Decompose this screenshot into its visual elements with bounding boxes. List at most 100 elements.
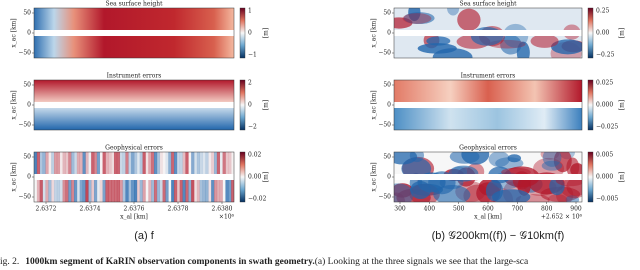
heatmap-cell (208, 177, 212, 202)
panel-title: Geophysical errors (459, 145, 517, 152)
heatmap-cell (105, 177, 109, 202)
heatmap-cell (65, 152, 69, 177)
heatmap-cell (188, 177, 192, 202)
heatmap-cell (163, 152, 166, 177)
heatmap-cell (199, 177, 203, 202)
panel-title: Instrument errors (461, 73, 516, 80)
heatmap-cell (51, 152, 55, 177)
heatmap-cell (159, 152, 163, 177)
heatmap-cell (231, 177, 234, 202)
colorbar-unit: [m] (263, 100, 270, 110)
heatmap-cell (116, 152, 121, 177)
heatmap-cell (108, 177, 112, 202)
heatmap-cell (225, 152, 229, 177)
heatmap-blob (566, 176, 582, 197)
x-offset: ×10⁶ (219, 214, 235, 221)
heatmap-cell (142, 177, 146, 202)
heatmap-blob (461, 152, 490, 165)
heatmap-cell (196, 177, 201, 202)
x-tick-label: 500 (453, 206, 465, 213)
y-tick-label: 0 (27, 102, 31, 109)
colorbar-tick-label: −1 (248, 52, 257, 59)
y-axis-label: x_ac [km] (11, 162, 18, 191)
x-tick-label: 400 (424, 206, 436, 213)
heatmap-cell (65, 177, 69, 202)
heatmap (34, 80, 234, 130)
heatmap-cell (88, 177, 92, 202)
colorbar (587, 151, 594, 203)
heatmap-cell (225, 177, 229, 202)
heatmap-cell (45, 152, 49, 177)
heatmap-cell (128, 152, 132, 177)
caption-bold: 1000km segment of KaRIN observation comp… (25, 257, 314, 267)
heatmap-cell (36, 177, 41, 202)
heatmap-cell (125, 152, 129, 177)
heatmap-cell (168, 177, 171, 202)
heatmap-blob (457, 8, 481, 31)
heatmap-cell (39, 152, 43, 177)
heatmap-cell (82, 152, 86, 177)
heatmap-cell (111, 177, 115, 202)
colorbar-unit: [m] (619, 100, 626, 110)
heatmap-cell (139, 152, 143, 177)
y-axis-label: x_ac [km] (371, 18, 378, 47)
colorbar-tick-label: 0 (248, 30, 252, 37)
heatmap-field (394, 80, 582, 105)
heatmap-cell (188, 152, 191, 177)
heatmap-blob (530, 34, 559, 48)
heatmap-cell (194, 177, 198, 202)
heatmap (34, 8, 234, 58)
y-tick-label: 0 (387, 102, 391, 109)
x-tick-label: 2.6378 (168, 206, 189, 213)
heatmap-cell (194, 152, 198, 177)
heatmap-cell (108, 152, 112, 177)
y-tick-label: −50 (18, 50, 31, 57)
heatmap-cell (151, 177, 155, 202)
panel-title: Sea surface height (105, 1, 163, 8)
y-axis-label: x_ac [km] (11, 18, 18, 47)
heatmap-cell (185, 152, 189, 177)
swath-gap (34, 102, 234, 108)
heatmap-cell (228, 152, 232, 177)
heatmap-cell (99, 177, 103, 202)
heatmap-blob (403, 12, 435, 25)
heatmap-cell (34, 177, 37, 202)
colorbar-tick-label: 2 (248, 80, 252, 87)
y-tick-label: 50 (23, 82, 31, 89)
heatmap (394, 8, 582, 58)
y-axis-label: x_ac [km] (11, 90, 18, 119)
heatmap-cell (182, 152, 186, 177)
heatmap-cell (122, 177, 126, 202)
y-tick-label: 0 (387, 30, 391, 37)
heatmap-cell (211, 177, 215, 202)
heatmap-cell (205, 152, 209, 177)
heatmap-blob (551, 39, 582, 55)
heatmap-cell (71, 177, 75, 202)
y-tick-label: 50 (23, 10, 31, 17)
heatmap-cell (191, 152, 195, 177)
heatmap-cell (171, 177, 175, 202)
y-tick-label: −50 (378, 194, 391, 201)
heatmap-blob (470, 27, 504, 46)
y-tick-label: −50 (378, 50, 391, 57)
heatmap-cell (96, 152, 101, 177)
heatmap-cell (85, 152, 89, 177)
heatmap-cell (179, 177, 183, 202)
heatmap-blob (433, 185, 471, 202)
heatmap-cell (171, 152, 175, 177)
heatmap-blob (426, 36, 451, 46)
colorbar (239, 151, 246, 203)
y-tick-label: −50 (378, 122, 391, 129)
heatmap-blob (542, 152, 562, 167)
heatmap-cell (131, 177, 135, 202)
x-offset: +2.652 × 10⁶ (541, 214, 583, 221)
heatmap-cell (148, 152, 152, 177)
heatmap-cell (165, 152, 169, 177)
heatmap-cell (54, 177, 58, 202)
panel-title: Geophysical errors (105, 145, 163, 152)
heatmap-cell (122, 152, 126, 177)
y-tick-label: 0 (27, 30, 31, 37)
y-axis-label: x_ac [km] (371, 90, 378, 119)
y-tick-label: 50 (383, 82, 391, 89)
heatmap-blob (491, 189, 531, 202)
